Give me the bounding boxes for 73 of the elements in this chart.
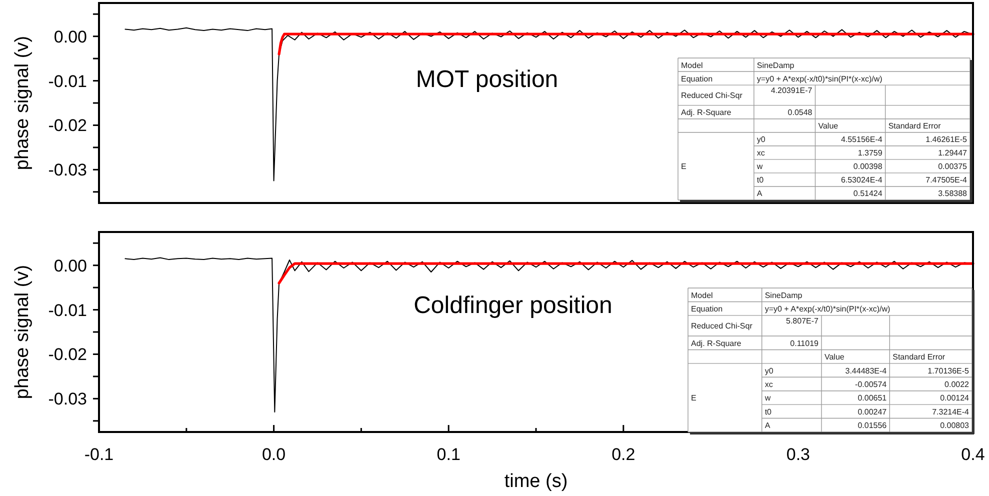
- annotation: xc: [764, 380, 773, 389]
- annotation: y=y0 + A*exp(-x/t0)*sin(PI*(x-xc)/w): [756, 74, 883, 84]
- annotation: xc: [756, 148, 765, 158]
- annotation: y0: [756, 135, 766, 144]
- annotation: 0.0548: [788, 108, 813, 118]
- annotation: Value: [824, 352, 845, 362]
- annotation: 1.29447: [938, 148, 968, 158]
- annotation: 1.46261E-5: [926, 135, 968, 144]
- annotation: y0: [764, 366, 774, 376]
- annotation: 6.53024E-4: [840, 176, 883, 185]
- annotation: 3.44483E-4: [845, 366, 888, 376]
- annotation: w: [764, 394, 771, 403]
- x-tick-label: 0.4: [961, 445, 985, 464]
- annotation: Coldfinger position: [414, 292, 612, 319]
- annotation: 1.70136E-5: [928, 366, 970, 376]
- x-tick-label: 0.0: [262, 445, 286, 464]
- annotation: 7.47505E-4: [926, 176, 968, 185]
- annotation: 0.00651: [858, 394, 888, 403]
- annotation: A: [764, 421, 771, 430]
- y-tick-label: 0.00: [54, 27, 87, 46]
- line-series: [278, 32, 974, 56]
- y-axis-title: phase signal (v): [12, 36, 33, 170]
- line-series: [278, 262, 974, 284]
- annotation: 0.00247: [858, 407, 888, 416]
- annotation: MOT position: [416, 66, 558, 93]
- annotation: 4.20391E-7: [770, 86, 813, 96]
- y-tick-label: -0.02: [48, 345, 87, 364]
- annotation: Adj. R-Square: [681, 108, 732, 118]
- y-tick-label: -0.01: [48, 72, 87, 91]
- annotation: 0.00803: [940, 421, 970, 430]
- annotation: SineDamp: [756, 60, 795, 70]
- y-axis-title: phase signal (v): [12, 264, 33, 400]
- annotation: Reduced Chi-Sqr: [691, 322, 753, 331]
- annotation: 0.01556: [858, 421, 888, 430]
- x-axis-title: time (s): [504, 471, 568, 492]
- annotation: Adj. R-Square: [691, 338, 742, 348]
- annotation: Equation: [681, 74, 713, 84]
- annotation: 0.11019: [790, 338, 820, 348]
- x-tick-label: 0.3: [786, 445, 810, 464]
- annotation: 5.807E-7: [786, 316, 820, 326]
- annotation: 0.00398: [853, 162, 883, 172]
- y-tick-label: -0.03: [48, 160, 87, 180]
- y-tick-label: -0.01: [48, 300, 87, 320]
- annotation: E: [691, 394, 696, 403]
- annotation: Standard Error: [892, 352, 946, 362]
- annotation: 7.3214E-4: [932, 407, 970, 416]
- y-tick-label: -0.03: [48, 390, 87, 409]
- annotation: Standard Error: [888, 122, 942, 131]
- annotation: 0.51424: [853, 189, 883, 198]
- y-tick-label: -0.02: [48, 116, 87, 136]
- annotation: A: [756, 189, 763, 198]
- x-tick-label: 0.1: [436, 445, 460, 464]
- annotation: Equation: [691, 304, 723, 314]
- annotation: SineDamp: [764, 290, 803, 300]
- annotation: Model: [691, 290, 714, 300]
- annotation: t0: [756, 176, 764, 185]
- annotation: -0.00574: [855, 380, 888, 389]
- y-tick-label: 0.00: [54, 256, 87, 276]
- annotation: Value: [818, 122, 839, 131]
- x-tick-label: 0.2: [612, 445, 636, 464]
- annotation: 0.00375: [938, 162, 968, 172]
- x-tick-label: -0.1: [84, 445, 114, 464]
- annotation: Model: [681, 60, 704, 70]
- annotation: 0.00124: [940, 394, 970, 403]
- annotation: 3.58388: [938, 189, 968, 198]
- annotation: 1.3759: [858, 148, 883, 158]
- annotation: t0: [764, 407, 772, 416]
- annotation: w: [756, 162, 763, 172]
- annotation: 4.55156E-4: [840, 135, 883, 144]
- annotation: E: [681, 162, 686, 172]
- annotation: Reduced Chi-Sqr: [681, 91, 743, 100]
- annotation: 0.0022: [944, 380, 970, 389]
- annotation: y=y0 + A*exp(-x/t0)*sin(PI*(x-xc)/w): [764, 304, 891, 314]
